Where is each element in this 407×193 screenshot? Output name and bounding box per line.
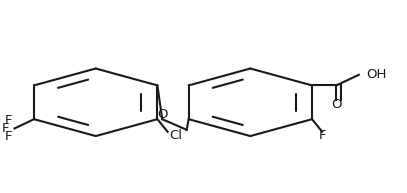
Text: F: F: [4, 114, 12, 127]
Text: O: O: [332, 98, 342, 111]
Text: Cl: Cl: [169, 130, 182, 142]
Text: F: F: [2, 122, 10, 135]
Text: O: O: [158, 108, 168, 121]
Text: F: F: [318, 130, 326, 142]
Text: F: F: [4, 130, 12, 143]
Text: OH: OH: [366, 68, 387, 81]
